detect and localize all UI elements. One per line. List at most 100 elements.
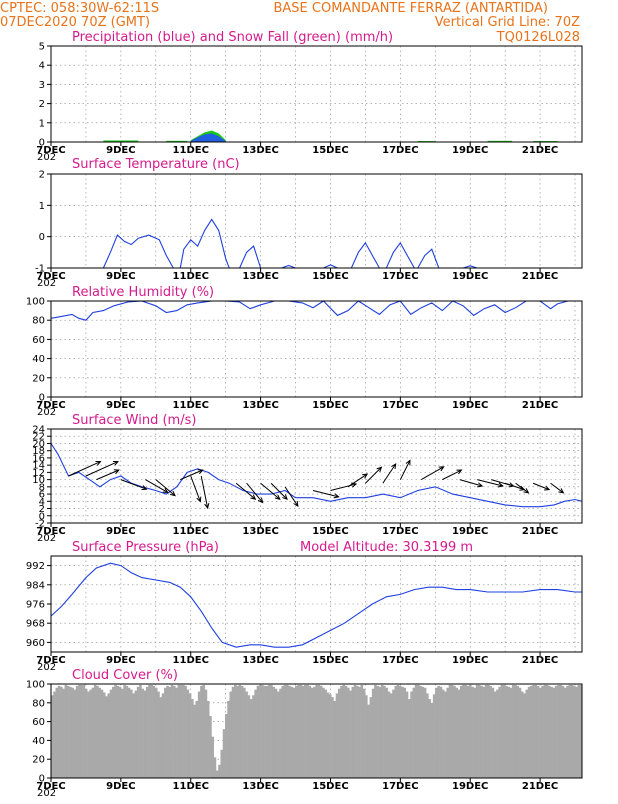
pressure-ytick-label: 968 (26, 619, 45, 630)
cloud-bar (496, 689, 499, 778)
cloud-xtick-label: 15DEC (312, 781, 348, 792)
cloud-bar (333, 700, 337, 778)
cloud-bar (236, 685, 239, 778)
wind-vector (235, 482, 256, 500)
wind-ytick-label: 16 (32, 453, 45, 464)
cloud-bar (292, 687, 296, 778)
cloud-bar (157, 691, 160, 778)
cloud-bar (380, 684, 384, 778)
wind-xtick-label: 15DEC (312, 526, 348, 537)
cloud-bar (532, 684, 535, 778)
cloud-bar (98, 687, 102, 778)
cloud-bar (414, 684, 418, 778)
cloud-bar (471, 686, 474, 778)
cloud-bar (285, 684, 289, 778)
pressure-frame (50, 555, 583, 653)
cloud-bar (213, 757, 217, 778)
precip-xtick-label: 21DEC (522, 145, 558, 156)
cloud-bar (570, 684, 574, 778)
cloud-bar (274, 688, 278, 778)
cloud-bar (127, 687, 131, 778)
wind-vector (504, 482, 525, 491)
wind-xtick-label: 7DEC (36, 526, 65, 537)
rh-line (50, 300, 582, 321)
precip-xtick-label: 9DEC (106, 145, 135, 156)
rh-xtick-label: 19DEC (452, 400, 488, 411)
cloud-ytick-label: 100 (26, 680, 45, 691)
cloud-bar (182, 684, 185, 778)
wind-vector (145, 479, 168, 493)
cloud-bar (243, 687, 246, 778)
wind-vector (459, 479, 483, 487)
cloud-bar (347, 687, 350, 778)
temp-xtick-label: 9DEC (106, 271, 135, 282)
pressure-xtick-label: 7DEC (36, 655, 65, 666)
cloud-bar (387, 691, 391, 778)
wind-vector (421, 466, 444, 481)
cloud-bar (177, 684, 181, 778)
cloud-bar (360, 684, 364, 778)
cloud-bar (53, 691, 56, 778)
cloud-bar (100, 689, 104, 778)
wind-arrowhead (376, 466, 383, 473)
cloud-bar (116, 685, 120, 778)
rh-xtick-label: 7DEC (36, 400, 65, 411)
temp-line (102, 218, 478, 269)
wind-ytick-label: 10 (32, 475, 45, 486)
cloud-bar (218, 764, 221, 778)
cloud-bar (69, 686, 72, 778)
cloud-bar (87, 691, 90, 778)
header-date: 07DEC2020 70Z (GMT) (0, 15, 150, 30)
precip-xtick-label: 7DEC (36, 145, 65, 156)
wind-arrowhead (558, 488, 565, 494)
wind-ytick-label: -2 (35, 519, 45, 530)
cloud-ytick-label: 0 (39, 774, 45, 785)
cloud-bar (112, 686, 115, 778)
precip-ytick-label: 1 (39, 118, 45, 129)
cloud-bar (139, 684, 142, 778)
cloud-bar (66, 685, 70, 778)
precip-ytick-label: 3 (39, 80, 45, 91)
temp-xtick-label: 13DEC (242, 271, 278, 282)
cloud-bar (319, 685, 323, 778)
cloud-bar (152, 685, 156, 778)
cloud-bar (215, 770, 219, 778)
cloud-bar (324, 689, 327, 778)
cloud-bar (367, 704, 370, 778)
pressure-xtick-label: 15DEC (312, 655, 348, 666)
cloud-bar (541, 685, 544, 778)
wind-ytick-label: 24 (32, 425, 45, 436)
cloud-bar (145, 686, 149, 778)
cloud-bar (344, 685, 348, 778)
precip-frame (50, 45, 583, 143)
cloud-bar (206, 700, 210, 778)
cloud-bar (365, 695, 368, 778)
cloud-bar (473, 687, 477, 778)
cloud-xtick-label: 9DEC (106, 781, 135, 792)
cloud-bar (450, 684, 454, 778)
pressure-line (50, 562, 582, 648)
cloud-bar (175, 687, 178, 778)
cloud-bar (557, 684, 560, 778)
cloud-bar (263, 685, 266, 778)
snow-trace (487, 140, 513, 142)
cloud-bar (227, 700, 230, 778)
header-station: BASE COMANDANTE FERRAZ (ANTARTIDA) (273, 1, 548, 16)
cloud-bar (240, 685, 244, 778)
wind-arrowhead (204, 503, 210, 510)
cloud-bar (552, 687, 556, 778)
cloud-year-label: 202 (37, 788, 56, 799)
cloud-title: Cloud Cover (%) (72, 668, 178, 683)
temp-xtick-label: 17DEC (382, 271, 418, 282)
cloud-bar (478, 684, 481, 778)
cloud-bar (328, 694, 332, 778)
wind-arrowhead (141, 485, 148, 491)
cloud-bar (295, 685, 298, 778)
cloud-bar (200, 685, 203, 778)
cloud-bar (369, 697, 373, 778)
cloud-bar (290, 686, 294, 778)
cloud-bar (279, 688, 282, 778)
pressure-ytick-label: 984 (26, 580, 45, 591)
rh-ytick-label: 40 (32, 354, 45, 365)
cloud-bar (405, 691, 409, 778)
